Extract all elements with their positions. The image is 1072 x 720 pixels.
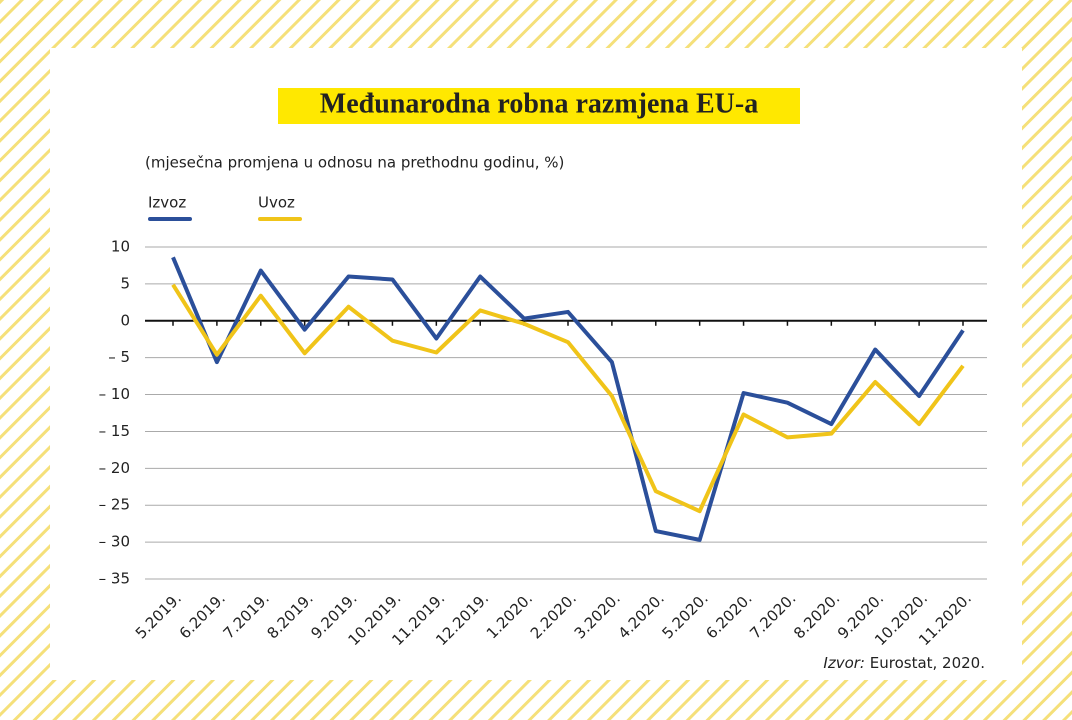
y-tick-label: – 10 <box>99 385 130 403</box>
title-highlight <box>278 88 800 124</box>
chart-title: Međunarodna robna razmjena EU-a <box>320 88 758 119</box>
y-tick-label: 10 <box>111 238 130 256</box>
source-text: Eurostat, 2020. <box>870 654 985 672</box>
source: Izvor: Eurostat, 2020. <box>823 654 985 672</box>
y-tick-label: – 30 <box>99 533 130 551</box>
y-tick-label: – 5 <box>108 348 130 366</box>
y-tick-label: – 20 <box>99 459 130 477</box>
series-line <box>171 283 965 514</box>
y-tick-label: – 15 <box>99 422 130 440</box>
source-label: Izvor: <box>823 654 865 672</box>
y-tick-label: 0 <box>120 311 130 329</box>
y-tick-label: 5 <box>120 274 130 292</box>
series-line <box>171 256 965 542</box>
legend-label: Izvoz <box>148 194 186 212</box>
legend-label: Uvoz <box>258 194 295 212</box>
y-tick-label: – 35 <box>99 570 130 588</box>
subtitle: (mjesečna promjena u odnosu na prethodnu… <box>145 154 564 172</box>
y-tick-label: – 25 <box>99 496 130 514</box>
panel <box>50 48 1022 680</box>
